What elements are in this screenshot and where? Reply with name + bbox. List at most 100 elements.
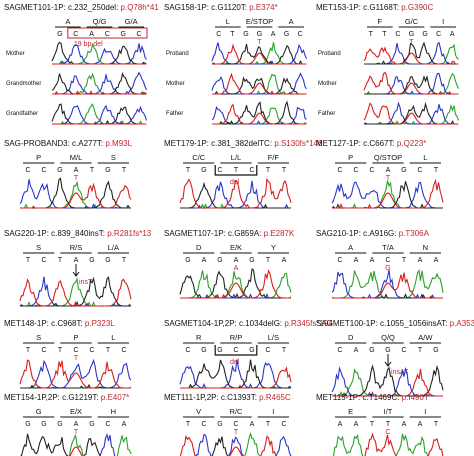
panel-11: SAGMET104-1P,2P: c.1034delG: p.R345fs*19…	[164, 319, 333, 389]
chromatogram-trace	[211, 42, 308, 65]
trace-t	[179, 434, 277, 456]
base-call: T	[186, 421, 191, 428]
chromatogram-trace	[179, 177, 292, 210]
variant-id: MET115-1P: c.T1469C:	[316, 393, 402, 402]
amino-acid-label: D	[196, 243, 202, 252]
base-call: C	[337, 257, 342, 264]
base-call: C	[217, 167, 222, 174]
chromatogram-trace	[51, 41, 147, 65]
base-call: T	[282, 347, 287, 354]
trace-c	[211, 42, 308, 65]
trace-a	[332, 180, 443, 209]
panel-title: SAGMET104-1P,2P: c.1034delG: p.R345fs*19…	[164, 319, 333, 328]
sample-label: Father	[318, 111, 335, 117]
mutant-base: T	[234, 429, 239, 436]
chromatogram-trace	[19, 432, 132, 456]
amino-acid-label: G/C	[405, 17, 419, 26]
amino-acid-label: I	[424, 407, 426, 416]
amino-acid-label: T/A	[382, 243, 394, 252]
variant-id: SAG158-1P: c.G1120T:	[164, 3, 249, 12]
insertion-note: insT	[79, 279, 93, 286]
variant-id: MET153-1P: c.G1168T:	[316, 3, 401, 12]
protein-change: p.Q223*	[397, 139, 426, 148]
protein-change: p.T306A	[399, 229, 430, 238]
trace-t	[212, 72, 307, 95]
trace-t	[52, 90, 147, 95]
amino-acid-label: I	[272, 407, 274, 416]
base-call: C	[337, 347, 342, 354]
panel-title: SAGMET101-1P: c.232_250del: p.Q78h*41	[4, 3, 159, 12]
panel-title: MET154-1P,2P: c.G1219T: p.E407*	[4, 393, 129, 402]
base-call: A	[402, 421, 407, 428]
sample-label: Mother	[166, 81, 185, 87]
trace-a	[180, 270, 292, 299]
mutant-base: T	[74, 429, 79, 436]
protein-change: p.E374*	[249, 3, 277, 12]
trace-g	[212, 43, 307, 65]
base-call: T	[418, 347, 423, 354]
amino-acid-label: L/L	[231, 153, 241, 162]
base-call: G	[284, 31, 289, 38]
base-call: A	[418, 257, 423, 264]
amino-acid-label: Q/Q	[381, 333, 395, 342]
panel-title: MET111-1P,2P: c.C1393T: p.R465C	[164, 393, 291, 402]
base-call: A	[354, 257, 359, 264]
mutant-base: T	[386, 175, 391, 182]
base-call: C	[41, 167, 46, 174]
amino-acid-label: L	[226, 17, 230, 26]
base-call: C	[298, 31, 303, 38]
protein-change: p.S130fs*146	[274, 139, 323, 148]
amino-acid-label: R	[196, 333, 202, 342]
protein-change: p.M93L	[105, 139, 132, 148]
panel-title: SAG210-1P: c.A916G: p.T306A	[316, 229, 430, 238]
amino-acid-label: R/C	[230, 407, 244, 416]
chromatogram-trace	[51, 103, 148, 125]
base-call: G	[401, 167, 406, 174]
sample-label: Father	[166, 111, 183, 117]
protein-change: p.R345fs*194	[284, 319, 333, 328]
base-call: A	[202, 257, 207, 264]
chromatogram-trace	[51, 71, 148, 95]
base-call: A	[338, 421, 343, 428]
protein-change: p.Q78h*41	[121, 3, 160, 12]
trace-t	[332, 369, 443, 397]
base-call: G	[105, 257, 110, 264]
base-call: G	[243, 31, 248, 38]
base-call: C	[185, 347, 190, 354]
sample-label: Proband	[166, 51, 189, 57]
base-call: A	[74, 167, 79, 174]
base-call: G	[201, 167, 206, 174]
base-call: G	[217, 257, 222, 264]
base-call: C	[73, 347, 78, 354]
amino-acid-label: D	[348, 333, 354, 342]
base-call: T	[402, 257, 407, 264]
variant-id: SAGMET104-1P,2P: c.1034delG:	[164, 319, 284, 328]
base-call: T	[26, 347, 31, 354]
base-call: C	[89, 347, 94, 354]
base-call: T	[382, 31, 387, 38]
trace-g	[212, 76, 307, 95]
panel-title: SAGMET100-1P: c.1055_1056insAT: p.A353fs…	[316, 319, 474, 328]
protein-change: p.A353fs*187	[450, 319, 474, 328]
base-call: C	[395, 31, 400, 38]
amino-acid-label: L	[111, 333, 115, 342]
mutant-base: T	[74, 355, 79, 362]
trace-t	[363, 71, 459, 95]
chromatogram-trace	[179, 268, 292, 299]
trace-t	[332, 178, 444, 209]
base-call: C	[121, 347, 126, 354]
base-call: T	[122, 257, 127, 264]
amino-acid-label: A	[65, 17, 70, 26]
base-call: A	[370, 257, 375, 264]
base-call: G	[57, 167, 62, 174]
base-call: G	[369, 347, 374, 354]
amino-acid-label: L	[423, 153, 427, 162]
deletion-note: del	[230, 359, 240, 366]
base-call: A	[234, 257, 239, 264]
mutant-base: A	[234, 265, 239, 272]
deletion-note: 19 bp del	[74, 41, 103, 48]
